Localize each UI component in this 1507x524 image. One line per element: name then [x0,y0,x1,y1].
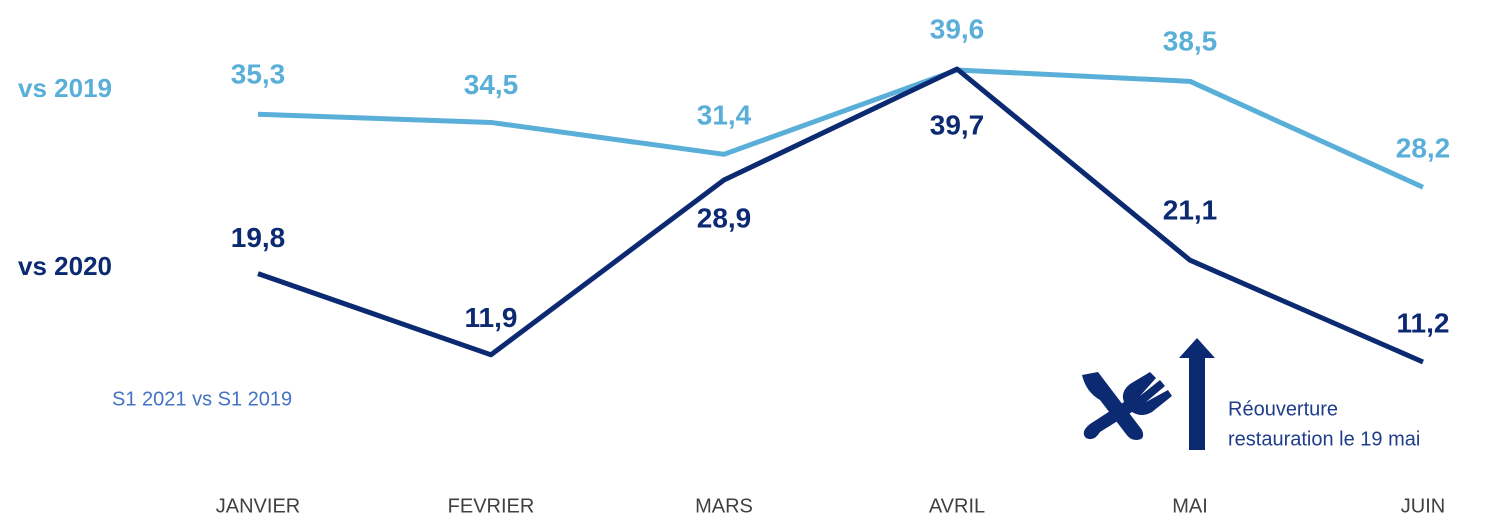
x-tick-label: JANVIER [216,495,300,517]
series-line [257,67,1425,190]
data-label: 34,5 [464,69,519,100]
data-label: 11,2 [1397,307,1450,338]
data-label: 11,9 [465,302,518,333]
data-label: 39,6 [930,13,985,44]
arrow [1179,338,1215,450]
data-label: 19,8 [231,222,286,253]
x-tick-label: JUIN [1401,495,1445,517]
x-tick-label: AVRIL [929,495,985,517]
data-label: 39,7 [930,109,985,140]
series-line [257,66,1425,365]
data-label: 35,3 [231,59,286,90]
data-label: 31,4 [697,100,752,131]
x-tick-label: MARS [695,495,753,517]
data-label: 21,1 [1163,195,1218,226]
data-label: 38,5 [1163,26,1218,57]
cutlery-icon [1082,372,1172,440]
x-tick-label: MAI [1172,495,1208,517]
data-label: 28,9 [697,202,752,233]
legend-label: vs 2019 [18,73,112,103]
note: S1 2021 vs S1 2019 [112,388,292,410]
x-tick-label: FEVRIER [448,495,535,517]
reopening-note: Réouverture [1228,398,1338,420]
legend-label: vs 2020 [18,251,112,281]
reopening-note: restauration le 19 mai [1228,428,1420,450]
data-label: 28,2 [1396,133,1451,164]
